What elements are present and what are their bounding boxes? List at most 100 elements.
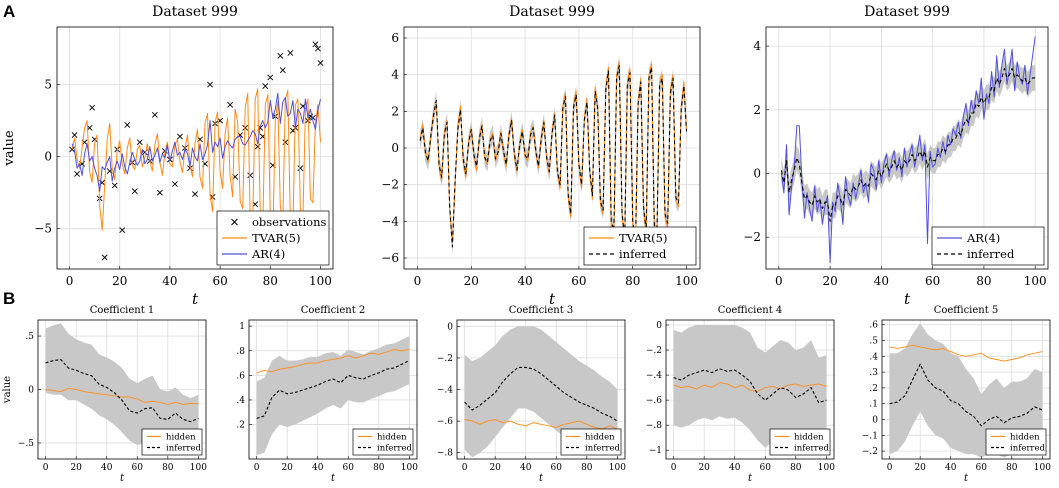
y-tick-label: −5 — [34, 222, 52, 236]
legend-box — [985, 428, 1047, 456]
y-tick-label: −1 — [649, 446, 662, 456]
credible-band — [464, 326, 618, 458]
observation-point — [151, 111, 158, 118]
legend-label: inferred — [377, 444, 413, 454]
y-tick-label: .4 — [236, 396, 245, 406]
x-tick-label: 60 — [551, 463, 563, 473]
x-tick-label: 40 — [162, 274, 177, 288]
observation-point — [227, 101, 234, 108]
observation-point — [304, 117, 311, 124]
legend-label: hidden — [585, 433, 615, 443]
observation-point — [254, 143, 261, 150]
y-tick-label: 0 — [391, 141, 399, 155]
x-tick-label: 0 — [671, 463, 677, 473]
x-tick-label: 40 — [517, 274, 532, 288]
y-axis-label: value — [2, 130, 17, 167]
y-tick-label: 0 — [28, 386, 34, 396]
y-tick-label: 0 — [447, 322, 453, 332]
x-tick-label: 80 — [162, 463, 174, 473]
credible-band — [256, 336, 410, 456]
x-tick-label: 80 — [625, 274, 640, 288]
y-tick-label: .4 — [869, 352, 878, 362]
y-tick-label: −.5 — [18, 439, 34, 449]
plot-frame — [665, 319, 835, 460]
observation-point — [192, 191, 198, 198]
x-tick-label: 100 — [1024, 274, 1047, 288]
y-tick-label: 0 — [872, 416, 878, 426]
series-line-inferred — [464, 366, 618, 422]
series-line-hidden — [464, 419, 618, 430]
series-line-hidden — [45, 387, 199, 405]
observation-point — [101, 254, 108, 261]
x-tick-label: 0 — [887, 463, 893, 473]
observation-point — [124, 122, 131, 128]
y-tick-label: .5 — [869, 337, 878, 347]
legend-label: inferred — [1010, 444, 1046, 454]
legend: AR(4) inferred — [931, 226, 1045, 266]
panel-label-b: B — [3, 289, 15, 308]
x-tick-label: 100 — [818, 463, 835, 473]
y-tick-label: 2 — [753, 103, 761, 117]
legend-label: hidden — [1010, 433, 1040, 443]
chart-coefficient-4: 0 20 40 60 80 100 −1 −.8 −.6 −.4 −.2 0 Coefficient 4… — [646, 305, 835, 484]
x-tick-label: 60 — [976, 463, 988, 473]
plot-area — [45, 323, 199, 446]
series-line-hidden — [673, 382, 827, 392]
observation-point — [187, 165, 193, 172]
observation-point — [282, 139, 289, 146]
panel-label-a: A — [3, 2, 15, 21]
series-line-inferred — [419, 64, 688, 250]
legend-box — [769, 428, 831, 456]
observation-point — [287, 50, 294, 56]
y-tick-label: −2 — [381, 178, 399, 192]
plot-frame — [56, 26, 334, 270]
y-tick-label: 2 — [391, 104, 399, 118]
x-tick-label: 80 — [581, 463, 593, 473]
x-axis-label: t — [904, 290, 911, 308]
y-tick-label: .6 — [869, 321, 878, 331]
x-tick-label: 60 — [571, 274, 586, 288]
x-tick-label: 80 — [373, 463, 385, 473]
x-tick-label: 80 — [1006, 463, 1018, 473]
x-tick-label: 0 — [43, 463, 49, 473]
legend-label: inferred — [967, 247, 1015, 261]
x-tick-label: 40 — [312, 463, 324, 473]
observation-point — [207, 81, 213, 88]
series-line-ar-4 — [780, 36, 1036, 264]
y-tick-label: 6 — [391, 31, 399, 45]
series-line-inferred — [673, 368, 827, 404]
observation-point — [247, 172, 254, 179]
plot-frame — [881, 319, 1051, 460]
observation-point — [136, 139, 143, 146]
observation-point — [297, 165, 304, 172]
legend-label: AR(4) — [966, 231, 1000, 245]
y-tick-label: −4 — [381, 214, 399, 228]
y-tick-label: .8 — [236, 347, 245, 357]
y-tick-label: −.2 — [646, 346, 662, 356]
y-tick-label: .3 — [869, 368, 878, 378]
legend-label: hidden — [166, 433, 196, 443]
chart-dataset-tvar: 0 20 40 60 80 100 −6 −4 −2 0 2 4 6 Dataset 999 t TVAR(5… — [381, 4, 701, 308]
series-line-inferred — [256, 360, 410, 419]
x-tick-label: 20 — [281, 463, 293, 473]
legend-label: inferred — [166, 444, 202, 454]
series-line-hidden — [256, 349, 410, 374]
plot-area — [464, 326, 618, 458]
y-tick-label: −.2 — [437, 354, 453, 364]
x-tick-label: 40 — [945, 463, 957, 473]
plot-area — [780, 36, 1036, 264]
x-tick-label: 60 — [132, 463, 144, 473]
x-tick-label: 80 — [790, 463, 802, 473]
legend-box — [931, 226, 1045, 266]
chart-title: Coefficient 5 — [934, 305, 999, 316]
y-tick-label: 5 — [44, 78, 52, 92]
x-tick-label: 0 — [462, 463, 468, 473]
x-axis-label: t — [748, 473, 753, 484]
x-tick-label: 40 — [729, 463, 741, 473]
x-tick-label: 20 — [489, 463, 501, 473]
legend: observations TVAR(5) AR(4) — [216, 210, 330, 266]
observation-point — [131, 188, 138, 195]
x-tick-label: 20 — [70, 463, 82, 473]
y-tick-label: −.6 — [646, 396, 662, 406]
